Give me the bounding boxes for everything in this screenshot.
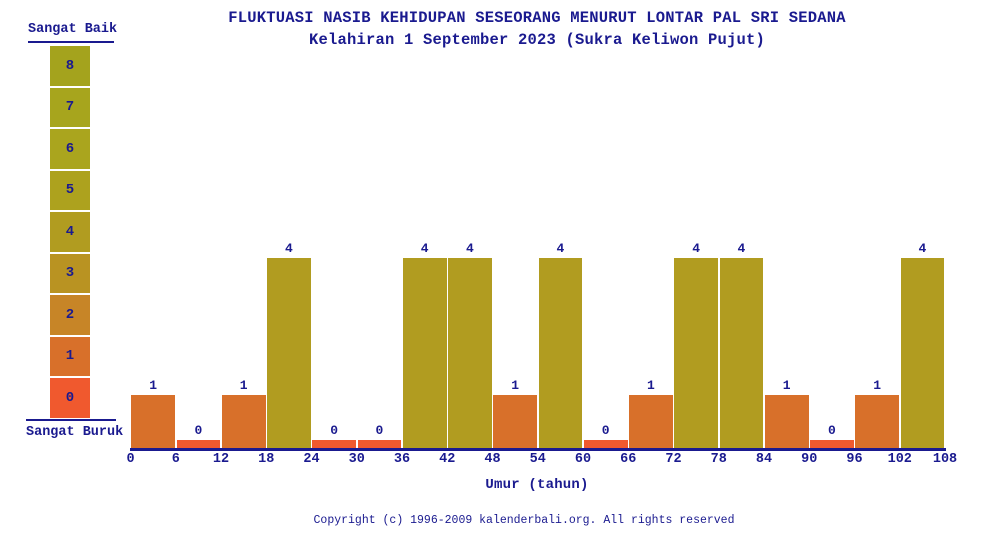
bar-age-90-96	[810, 440, 854, 448]
x-tick-label-84: 84	[755, 452, 773, 467]
x-tick-label-54: 54	[529, 452, 546, 467]
scale-label-sangat-buruk: Sangat Buruk	[26, 419, 123, 440]
x-axis-title: Umur (tahun)	[485, 477, 589, 493]
scale-block-value: 6	[65, 140, 75, 157]
bar-value-label: 4	[284, 241, 293, 256]
x-tick-label-90: 90	[801, 452, 818, 467]
x-tick-label-102: 102	[887, 452, 912, 467]
scale-block-value: 8	[65, 57, 75, 74]
x-axis-line	[130, 448, 946, 451]
bar-value-label: 1	[873, 377, 882, 393]
x-tick-label-60: 60	[574, 452, 592, 467]
scale-block-0: 0	[50, 378, 90, 418]
bar-age-12-18	[221, 394, 266, 448]
scale-block-value: 5	[65, 182, 75, 199]
bar-value-label: 0	[330, 423, 339, 438]
bar-age-36-42	[402, 258, 447, 448]
bar-value-label: 1	[239, 377, 248, 393]
scale-block-4: 4	[50, 212, 90, 252]
bar-value-label: 4	[737, 241, 746, 256]
copyright-text: Copyright (c) 1996-2009 kalenderbali.org…	[313, 514, 735, 527]
bar-age-48-54	[493, 394, 537, 448]
bar-age-24-30	[312, 440, 356, 448]
scale-block-8: 8	[50, 46, 90, 86]
x-tick-label-24: 24	[303, 452, 320, 467]
scale-block-6: 6	[50, 129, 90, 169]
scale-block-3: 3	[50, 253, 90, 293]
bar-value-label: 1	[782, 377, 791, 393]
bar-value-label: 4	[692, 241, 701, 256]
scale-block-value: 4	[65, 223, 75, 240]
chart-title: FLUKTUASI NASIB KEHIDUPAN SESEORANG MENU…	[228, 9, 846, 27]
bar-value-label: 4	[465, 241, 474, 256]
bar-age-96-102	[855, 394, 899, 448]
scale-block-1: 1	[50, 336, 90, 376]
bar-value-label: 0	[827, 423, 836, 438]
x-tick-label-96: 96	[846, 452, 863, 467]
scale-block-value: 2	[65, 306, 75, 323]
x-tick-label-12: 12	[212, 452, 230, 467]
bar-age-78-84	[719, 258, 764, 448]
bar-age-84-90	[764, 394, 809, 448]
scale-label-sangat-baik: Sangat Baik	[28, 22, 117, 43]
bar-age-102-108	[900, 258, 945, 448]
bar-age-60-66	[583, 440, 628, 448]
bar-value-label: 0	[601, 423, 610, 438]
bar-age-42-48	[448, 258, 492, 448]
x-tick-label-72: 72	[665, 452, 682, 467]
bar-age-66-72	[629, 394, 673, 448]
bar-value-label: 1	[511, 377, 520, 393]
bar-age-30-36	[357, 440, 402, 448]
bar-age-72-78	[674, 258, 718, 448]
x-tick-label-36: 36	[393, 452, 411, 467]
chart-subtitle: Kelahiran 1 September 2023 (Sukra Keliwo…	[308, 31, 766, 49]
x-tick-label-48: 48	[484, 452, 501, 467]
bar-age-18-24	[267, 258, 311, 448]
x-tick-label-6: 6	[171, 452, 180, 467]
x-tick-label-42: 42	[439, 452, 456, 467]
bar-value-label: 1	[149, 377, 158, 393]
bar-value-label: 4	[918, 241, 927, 256]
x-tick-label-66: 66	[620, 452, 637, 467]
bar-value-label: 4	[556, 241, 565, 256]
x-tick-label-108: 108	[932, 452, 958, 467]
x-tick-label-0: 0	[126, 452, 135, 467]
scale-block-5: 5	[50, 170, 90, 210]
scale-block-value: 0	[65, 389, 75, 406]
bar-value-label: 1	[646, 377, 655, 393]
bar-age-0-6	[131, 394, 175, 448]
scale-block-value: 3	[65, 265, 75, 282]
bar-age-54-60	[538, 258, 583, 448]
scale-block-7: 7	[50, 87, 90, 127]
x-tick-label-30: 30	[348, 452, 365, 467]
bar-age-6-12	[176, 440, 221, 448]
scale-block-value: 7	[65, 99, 75, 116]
x-tick-label-78: 78	[710, 452, 727, 467]
bar-value-label: 4	[420, 241, 429, 256]
scale-block-value: 1	[65, 348, 75, 365]
fate-quality-scale: 8 7 6 5 4 3 2 1 0	[50, 46, 90, 420]
bar-value-label: 0	[375, 423, 384, 438]
x-tick-label-18: 18	[258, 452, 275, 467]
bar-value-label: 0	[194, 423, 203, 438]
scale-block-2: 2	[50, 295, 90, 335]
